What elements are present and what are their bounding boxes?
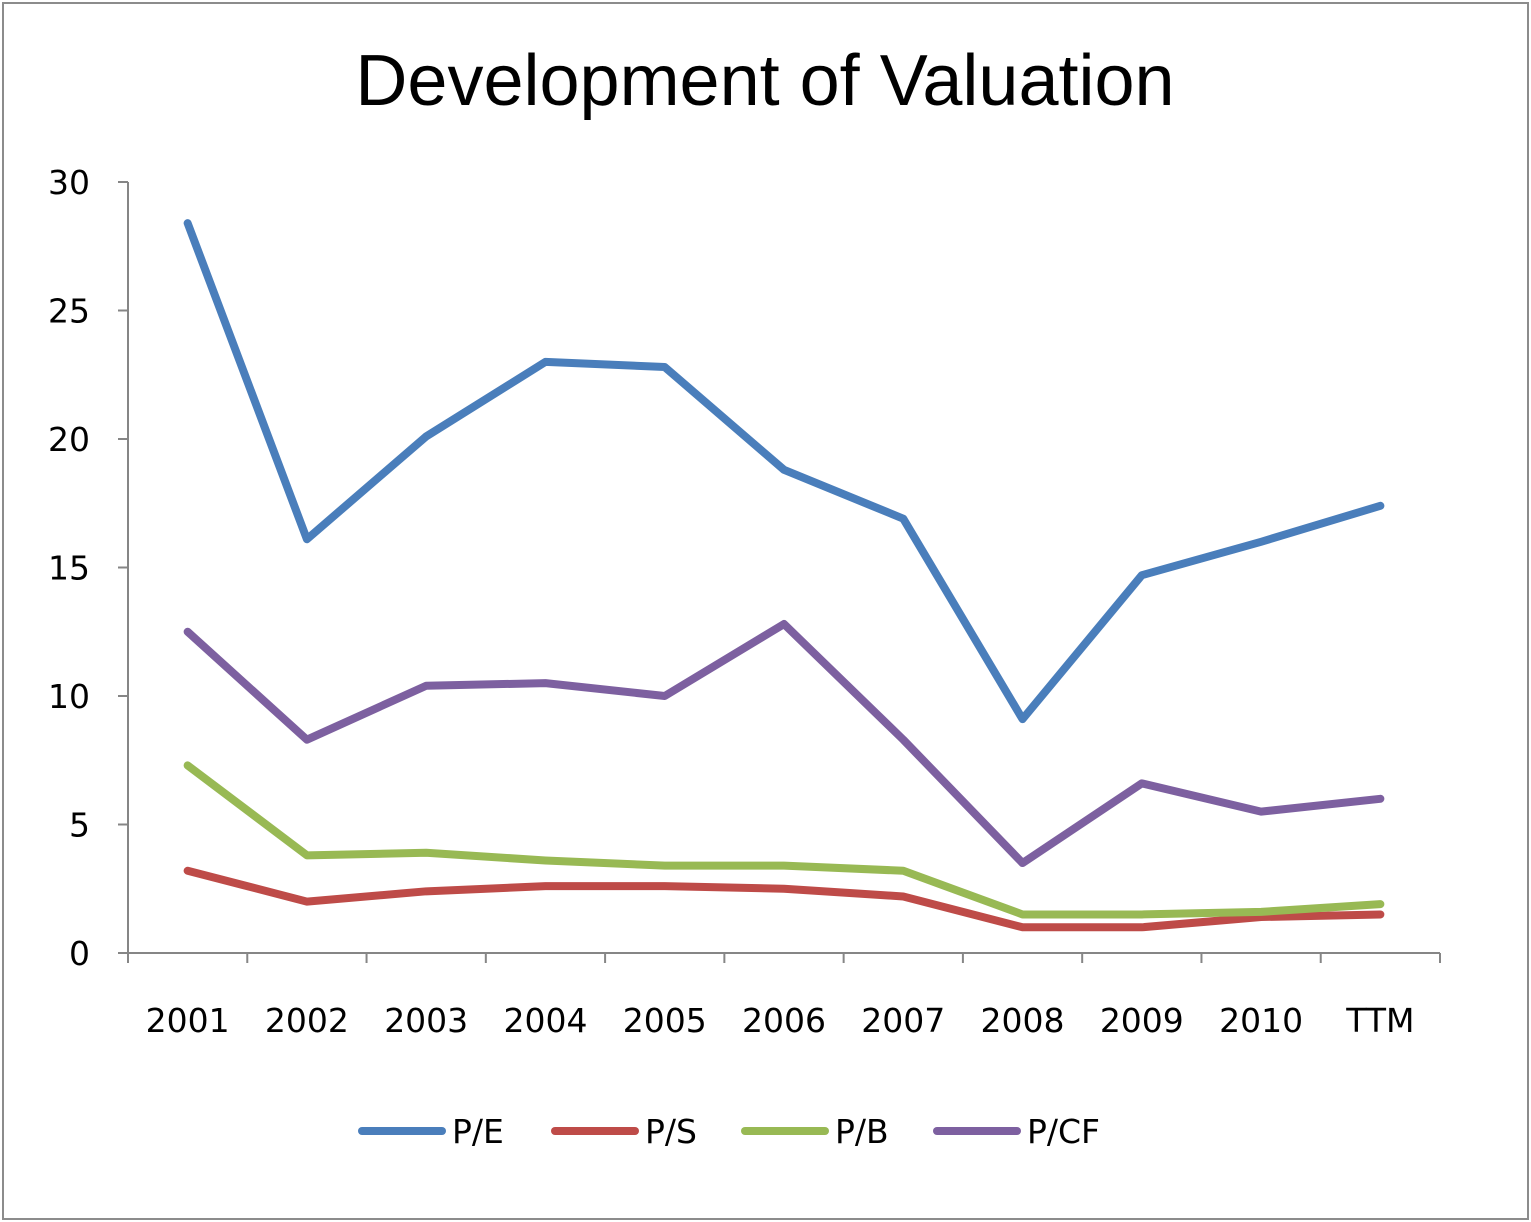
series-p-s bbox=[183, 866, 1385, 932]
x-tick-label: 2003 bbox=[384, 1001, 468, 1040]
legend-label: P/B bbox=[835, 1112, 889, 1151]
legend: P/E P/S P/B P/CF bbox=[358, 1112, 1100, 1151]
series-p-b bbox=[183, 761, 1385, 919]
x-tick-label: 2004 bbox=[503, 1001, 587, 1040]
x-tick-label: 2007 bbox=[861, 1001, 945, 1040]
x-tick-label: 2008 bbox=[981, 1001, 1065, 1040]
series-line bbox=[183, 620, 1385, 868]
y-tick-label: 25 bbox=[48, 292, 90, 331]
axes: 0 5 10 15 20 25 30 2001 2002 2003 2004 2005 2006 2007… bbox=[48, 163, 1441, 1040]
x-tick-label: TTM bbox=[1345, 1001, 1414, 1040]
y-tick-label: 20 bbox=[48, 420, 90, 459]
series-p-e bbox=[183, 219, 1385, 724]
legend-item: P/E bbox=[358, 1112, 504, 1151]
series-lines bbox=[183, 219, 1385, 932]
x-tick-label: 2009 bbox=[1100, 1001, 1184, 1040]
x-tick-label: 2010 bbox=[1219, 1001, 1303, 1040]
legend-label: P/E bbox=[452, 1112, 504, 1151]
y-tick-label: 10 bbox=[48, 677, 90, 716]
x-tick-label: 2002 bbox=[265, 1001, 349, 1040]
legend-item: P/CF bbox=[933, 1112, 1100, 1151]
legend-item: P/B bbox=[741, 1112, 889, 1151]
chart-title: Development of Valuation bbox=[355, 41, 1174, 121]
x-tick-label: 2001 bbox=[146, 1001, 230, 1040]
series-line bbox=[183, 866, 1385, 932]
x-tick-label: 2005 bbox=[623, 1001, 707, 1040]
legend-label: P/CF bbox=[1027, 1112, 1100, 1151]
legend-label: P/S bbox=[645, 1112, 697, 1151]
y-tick-label: 30 bbox=[48, 163, 90, 202]
y-tick-label: 0 bbox=[69, 934, 90, 973]
legend-item: P/S bbox=[551, 1112, 697, 1151]
y-tick-label: 15 bbox=[48, 549, 90, 588]
series-p-cf bbox=[183, 620, 1385, 868]
series-line bbox=[183, 219, 1385, 724]
x-tick-label: 2006 bbox=[742, 1001, 826, 1040]
y-tick-label: 5 bbox=[69, 806, 90, 845]
